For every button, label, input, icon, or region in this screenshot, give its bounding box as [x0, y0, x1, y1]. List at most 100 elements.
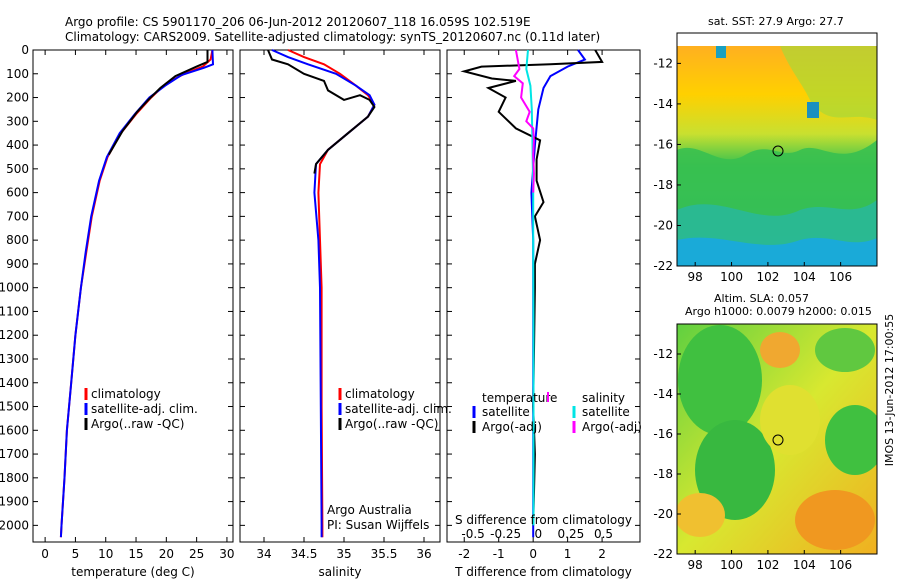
map-y-tick-label: -16	[653, 427, 673, 441]
x-tick-label: 20	[159, 547, 174, 561]
y-tick-label: 1800	[0, 471, 29, 485]
sla-low-region	[815, 328, 875, 372]
salinity-profile-panel: 34 34.5 35 35.5 36 salinity climatologysatelli…	[239, 49, 452, 579]
map-y-tick-label: -12	[653, 56, 673, 70]
legend-label: climatology	[345, 387, 415, 401]
x-tick-label: 2	[598, 547, 606, 561]
series-line-climatology	[59, 49, 214, 538]
map-x-tick-label: 104	[793, 558, 816, 572]
sla-map-title-line1: Altim. SLA: 0.057	[714, 292, 809, 305]
s-tick-label: -0.5	[461, 527, 484, 541]
map-y-tick-label: -14	[653, 97, 673, 111]
sla-map-panel: Altim. SLA: 0.057 Argo h1000: 0.0079 h20…	[653, 292, 878, 572]
legend-header: salinity	[582, 391, 625, 405]
map-x-tick-label: 100	[720, 558, 743, 572]
y-tick-label: 1900	[0, 495, 29, 509]
legend-label: Argo(..raw -QC)	[91, 417, 184, 431]
map-x-tick-label: 104	[793, 270, 816, 284]
series-line-argo-raw-qc-	[267, 49, 376, 174]
map-y-tick-label: -16	[653, 137, 673, 151]
x-tick-label: -1	[493, 547, 505, 561]
series-line-satellite-adj-clim-	[59, 49, 215, 538]
legend-label: satellite	[482, 405, 530, 419]
y-tick-label: 500	[6, 162, 29, 176]
map-y-tick-label: -18	[653, 178, 673, 192]
map-y-tick-label: -20	[653, 218, 673, 232]
legend-label: climatology	[91, 387, 161, 401]
s-tick-label: -0.25	[490, 527, 521, 541]
y-tick-label: 0	[21, 43, 29, 57]
legend-label: satellite-adj. clim.	[345, 402, 452, 416]
x-axis-label: salinity	[318, 565, 361, 579]
x-tick-label: 5	[72, 547, 80, 561]
x-axis-label: temperature (deg C)	[71, 565, 194, 579]
legend-label: Argo(-adj)	[582, 420, 642, 434]
legend-label: satellite	[582, 405, 630, 419]
difference-profile-panel: -2 -1 0 1 2 T difference from climatology S di…	[446, 49, 642, 579]
legend-label: Argo(-adj)	[482, 420, 542, 434]
sla-low-region	[695, 420, 775, 520]
map-y-tick-label: -20	[653, 507, 673, 521]
x-tick-label: 10	[98, 547, 113, 561]
imos-timestamp: IMOS 13-Jun-2012 17:00:55	[883, 314, 896, 467]
sla-low-region	[825, 405, 877, 475]
s-axis-label: S difference from climatology	[455, 513, 632, 527]
sst-cloud-patch	[807, 102, 819, 118]
sst-coldest-region	[677, 237, 877, 266]
salinity-annotation: Argo Australia	[327, 503, 412, 517]
x-tick-label: 25	[189, 547, 204, 561]
series-line-t-argo-adj-	[460, 49, 604, 526]
series-line-t-satellite	[530, 49, 587, 538]
argo-location-marker	[772, 434, 784, 446]
sst-map-panel: sat. SST: 27.9 Argo: 27.7 98 100 102 104 106…	[653, 15, 878, 284]
x-tick-label: 0	[41, 547, 49, 561]
sst-map-title: sat. SST: 27.9 Argo: 27.7	[708, 15, 844, 28]
map-y-tick-label: -18	[653, 467, 673, 481]
map-x-tick-label: 106	[829, 270, 852, 284]
plot-frame	[32, 49, 234, 543]
x-axis-label: T difference from climatology	[454, 565, 632, 579]
sst-green-patch	[780, 46, 877, 120]
y-tick-label: 1600	[0, 423, 29, 437]
y-tick-label: 900	[6, 257, 29, 271]
legend-header: temperature	[482, 391, 557, 405]
y-tick-label: 300	[6, 114, 29, 128]
sla-high-region	[760, 332, 800, 368]
map-x-tick-label: 100	[720, 270, 743, 284]
sst-map-axes: 98 100 102 104 106 -12 -14 -16 -18 -20 -22	[653, 56, 852, 284]
s-tick-label: 0.25	[558, 527, 585, 541]
legend-label: Argo(..raw -QC)	[345, 417, 438, 431]
temperature-profile-panel: 0 5 10 15 20 25 300100200300400500600700800900…	[0, 43, 235, 579]
sla-high-region	[795, 490, 875, 550]
x-tick-label: 35	[336, 547, 351, 561]
x-tick-label: 1	[564, 547, 572, 561]
salinity-annotation: PI: Susan Wijffels	[327, 518, 429, 532]
figure-title-line1: Argo profile: CS 5901170_206 06-Jun-2012…	[65, 15, 531, 29]
s-tick-label: 0	[534, 527, 542, 541]
plot-frame	[239, 49, 441, 543]
series-line-argo-raw-qc-	[107, 50, 209, 156]
y-tick-label: 800	[6, 233, 29, 247]
sla-map-title-line2: Argo h1000: 0.0079 h2000: 0.015	[685, 305, 872, 318]
map-x-tick-label: 106	[829, 558, 852, 572]
map-x-tick-label: 98	[688, 270, 703, 284]
x-tick-label: 34.5	[291, 547, 318, 561]
y-tick-label: 200	[6, 91, 29, 105]
y-tick-label: 600	[6, 186, 29, 200]
sst-map-frame	[676, 32, 878, 267]
map-x-tick-label: 98	[688, 558, 703, 572]
y-tick-label: 1200	[0, 328, 29, 342]
map-y-tick-label: -22	[653, 547, 673, 561]
s-tick-label: 0.5	[594, 527, 613, 541]
y-tick-label: 1300	[0, 352, 29, 366]
figure-title-line2: Climatology: CARS2009. Satellite-adjuste…	[65, 30, 600, 44]
sla-high-region	[760, 385, 820, 455]
y-tick-label: 1000	[0, 281, 29, 295]
y-tick-label: 1400	[0, 376, 29, 390]
x-tick-label: -2	[458, 547, 470, 561]
map-y-tick-label: -12	[653, 347, 673, 361]
x-tick-label: 35.5	[371, 547, 398, 561]
series-line-s-argo-adj-	[512, 49, 535, 193]
map-y-tick-label: -22	[653, 259, 673, 273]
